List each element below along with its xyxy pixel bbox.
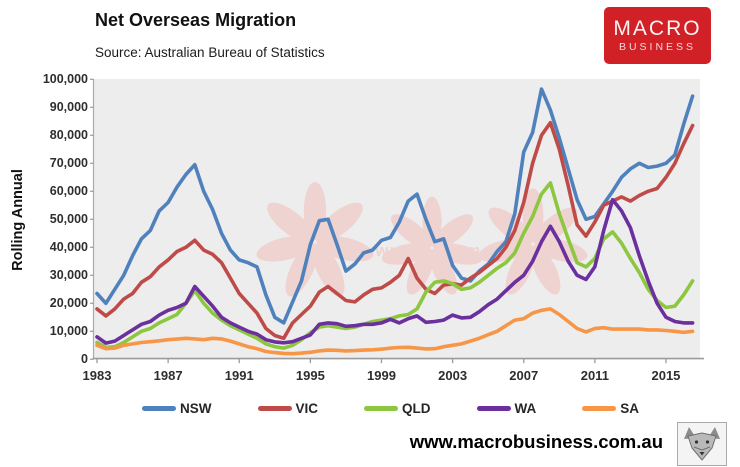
y-tick-label: 50,000 — [49, 211, 88, 226]
x-tick-label: 2007 — [509, 368, 539, 383]
legend-item-vic: VIC — [257, 401, 319, 416]
legend-item-qld: QLD — [364, 401, 431, 416]
legend-swatch-qld — [364, 406, 399, 411]
watermark: www.···.com — [256, 182, 588, 297]
logo-text-macro: MACRO — [613, 17, 702, 41]
chart-title: Net Overseas Migration — [95, 10, 297, 30]
series-line-qld — [95, 181, 695, 350]
series-line-wa — [95, 197, 695, 345]
legend-item-sa: SA — [582, 401, 639, 416]
legend-label: QLD — [402, 401, 431, 416]
x-tick-label: 1983 — [82, 368, 112, 383]
logo-text-business: BUSINESS — [618, 41, 697, 54]
y-tick-label: 0 — [81, 351, 88, 366]
y-tick-label: 100,000 — [42, 71, 88, 86]
x-tick-label: 1995 — [295, 368, 325, 383]
x-tick-label: 2003 — [438, 368, 468, 383]
y-tick-label: 60,000 — [49, 183, 88, 198]
x-tick-label: 1991 — [224, 368, 254, 383]
series-line-nsw — [95, 87, 695, 325]
series-line-vic — [95, 120, 695, 341]
legend-label: VIC — [295, 401, 319, 416]
y-tick-label: 20,000 — [49, 295, 88, 310]
x-tick-label: 1999 — [367, 368, 396, 383]
x-tick-label: 2011 — [580, 368, 609, 383]
chart-source: Source: Australian Bureau of Statistics — [95, 45, 325, 60]
y-tick-label: 80,000 — [49, 127, 88, 142]
y-tick-label: 30,000 — [49, 267, 88, 282]
y-tick-label: 10,000 — [49, 323, 88, 338]
legend-swatch-sa — [582, 406, 617, 411]
series-line-sa — [95, 307, 695, 356]
wolf-logo-icon — [677, 422, 727, 466]
legend-swatch-vic — [257, 406, 292, 411]
website-url: www.macrobusiness.com.au — [409, 431, 663, 452]
legend-label: WA — [514, 401, 537, 416]
legend-item-wa: WA — [476, 401, 537, 416]
legend-swatch-nsw — [142, 406, 176, 411]
y-tick-label: 90,000 — [49, 99, 88, 114]
legend-label: SA — [620, 401, 640, 416]
legend-label: NSW — [180, 401, 212, 416]
x-tick-label: 1987 — [153, 368, 183, 383]
legend: NSW VIC QLD WA SA — [142, 401, 639, 416]
y-tick-label: 70,000 — [49, 155, 88, 170]
y-tick-label: 40,000 — [49, 239, 88, 254]
x-tick-label: 2015 — [651, 368, 681, 383]
macrobusiness-logo: MACRO BUSINESS — [604, 7, 711, 64]
legend-item-nsw: NSW — [142, 401, 212, 416]
legend-swatch-wa — [476, 406, 511, 411]
